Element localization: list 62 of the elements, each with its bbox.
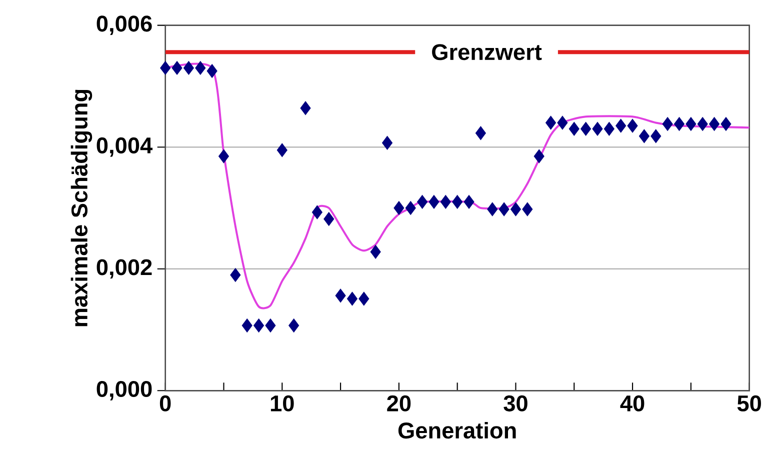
point [218,149,230,164]
point [546,116,556,130]
x-tick-label: 50 [737,395,761,412]
point [475,126,486,140]
point [370,244,381,259]
point [697,117,708,131]
point [288,318,300,332]
point [662,117,673,131]
point [674,117,685,131]
point [183,61,194,75]
point [487,202,498,216]
point [522,202,533,216]
point [616,118,626,133]
x-axis-title: Generation [398,422,516,439]
point [627,118,638,133]
point [265,318,276,332]
point [498,202,510,216]
point [417,194,428,209]
point [638,129,650,144]
point [568,122,580,136]
point [709,117,720,131]
x-tick-label: 40 [620,395,644,412]
point [324,212,334,226]
point [242,318,252,332]
x-tick-label: 30 [504,395,528,412]
point [464,194,474,209]
point [592,122,603,136]
point [230,268,241,282]
ref-line-label: Grenzwert [432,44,542,60]
point [312,205,322,220]
point [604,122,614,136]
point [534,149,544,164]
y-axis-title: maximale Schädigung [70,90,92,326]
point [650,129,662,144]
point [160,61,171,75]
point [335,288,346,303]
point [206,64,218,78]
point [720,117,732,131]
y-tick-label: 0,002 [96,259,152,279]
point [510,202,522,216]
x-tick-label: 0 [160,395,171,412]
point [254,318,264,332]
y-tick-label: 0,006 [96,16,152,35]
point [557,116,568,130]
point [382,136,393,150]
point [394,201,404,215]
point [405,201,416,215]
point [358,292,370,306]
x-tick-label: 20 [387,395,411,412]
point [428,194,440,209]
point [440,194,451,209]
x-tick-label: 10 [270,395,294,412]
point [276,143,288,158]
y-tick-label: 0,004 [96,137,153,157]
point [172,61,182,75]
point [452,194,463,209]
point [346,292,358,306]
y-tick-label: 0,000 [96,380,152,400]
point [580,122,592,136]
point [686,117,696,131]
point [195,61,206,75]
point [300,101,311,116]
